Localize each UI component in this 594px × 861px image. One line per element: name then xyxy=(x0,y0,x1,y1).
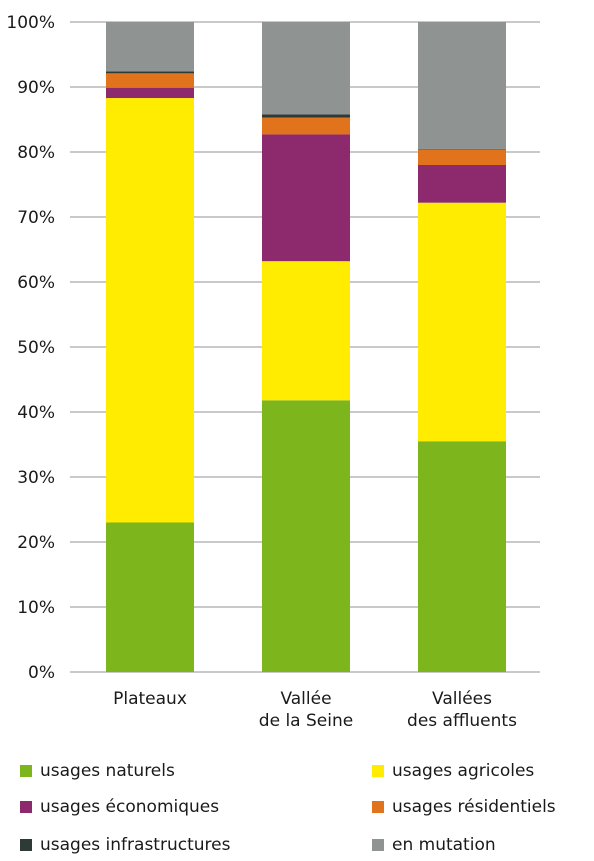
bar-segment xyxy=(262,261,350,401)
y-tick-label: 30% xyxy=(17,468,55,488)
legend-item: usages résidentiels xyxy=(372,797,556,817)
bar-segment xyxy=(106,522,194,672)
x-tick-label: des affluents xyxy=(407,711,517,731)
bar-segment xyxy=(418,202,506,442)
y-tick-label: 20% xyxy=(17,533,55,553)
legend-label: usages infrastructures xyxy=(40,835,231,855)
legend-label: usages naturels xyxy=(40,761,175,781)
bar-segment xyxy=(106,87,194,99)
bar-segment xyxy=(262,114,350,118)
legend-swatch xyxy=(20,765,32,777)
legend-swatch xyxy=(20,801,32,813)
legend-swatch xyxy=(20,839,32,851)
bar-segment xyxy=(262,117,350,135)
bars xyxy=(106,22,506,672)
bar-segment xyxy=(262,22,350,115)
legend-item: usages naturels xyxy=(20,761,175,781)
y-tick-label: 0% xyxy=(28,663,55,683)
legend-swatch xyxy=(372,839,384,851)
legend-label: usages agricoles xyxy=(392,761,535,781)
bar-segment xyxy=(418,148,506,150)
bar-segment xyxy=(106,71,194,74)
legend-swatch xyxy=(372,801,384,813)
bar-segment xyxy=(418,149,506,165)
legend-item: usages économiques xyxy=(20,797,219,817)
y-tick-label: 50% xyxy=(17,338,55,358)
legend: usages naturels usages agricoles usages éc… xyxy=(0,755,594,861)
bar-segment xyxy=(106,22,194,72)
x-tick-label: de la Seine xyxy=(259,711,353,731)
y-tick-label: 70% xyxy=(17,208,55,228)
stacked-bar-chart: 0% 10% 20% 30% 40% 50% 60% 70% 80% 90% 100% Platea… xyxy=(6,13,540,731)
legend-label: usages économiques xyxy=(40,797,220,817)
y-tick-label: 60% xyxy=(17,273,55,293)
bar-segment xyxy=(262,134,350,262)
y-axis-tick-labels: 0% 10% 20% 30% 40% 50% 60% 70% 80% 90% 100% xyxy=(6,13,55,683)
y-tick-label: 10% xyxy=(17,598,55,618)
legend-item: en mutation xyxy=(372,835,496,855)
x-tick-label: Vallée xyxy=(280,689,331,709)
x-tick-label: Vallées xyxy=(432,689,492,709)
x-tick-label: Plateaux xyxy=(113,689,187,709)
y-tick-label: 100% xyxy=(6,13,55,33)
bar-segment xyxy=(262,400,350,672)
legend-label: usages résidentiels xyxy=(392,797,556,817)
y-tick-label: 90% xyxy=(17,78,55,98)
bar-segment xyxy=(418,22,506,149)
legend-item: usages infrastructures xyxy=(20,835,230,855)
bar-segment xyxy=(418,441,506,672)
legend-swatch xyxy=(372,765,384,777)
legend-item: usages agricoles xyxy=(372,761,534,781)
bar-segment xyxy=(418,165,506,203)
y-tick-label: 40% xyxy=(17,403,55,423)
bar-segment xyxy=(106,73,194,88)
bar-segment xyxy=(106,98,194,523)
y-tick-label: 80% xyxy=(17,143,55,163)
legend-label: en mutation xyxy=(392,835,496,855)
